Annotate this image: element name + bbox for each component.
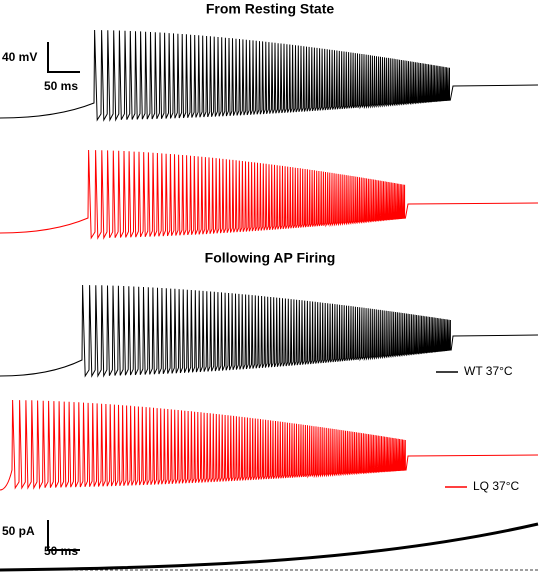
scale-bar-lines	[47, 520, 80, 551]
current-scale-bar: 50 pA 50 ms	[2, 520, 80, 558]
legend-label: WT 37°C	[464, 364, 513, 378]
current-ramp	[0, 522, 539, 572]
scale-x-label: 50 ms	[44, 544, 78, 558]
scale-y-label: 50 pA	[2, 524, 35, 538]
legend-label: LQ 37°C	[473, 479, 519, 493]
voltage-trace	[0, 149, 539, 240]
scale-bar-lines	[47, 42, 80, 73]
scale-y-label: 40 mV	[2, 50, 37, 64]
panel-title: From Resting State	[206, 1, 335, 17]
panel-title: Following AP Firing	[205, 250, 336, 266]
voltage-trace	[0, 29, 539, 122]
scale-x-label: 50 ms	[44, 79, 78, 93]
voltage-scale-bar: 40 mV 50 ms	[2, 42, 80, 93]
voltage-trace	[0, 284, 539, 378]
voltage-trace	[0, 399, 539, 491]
